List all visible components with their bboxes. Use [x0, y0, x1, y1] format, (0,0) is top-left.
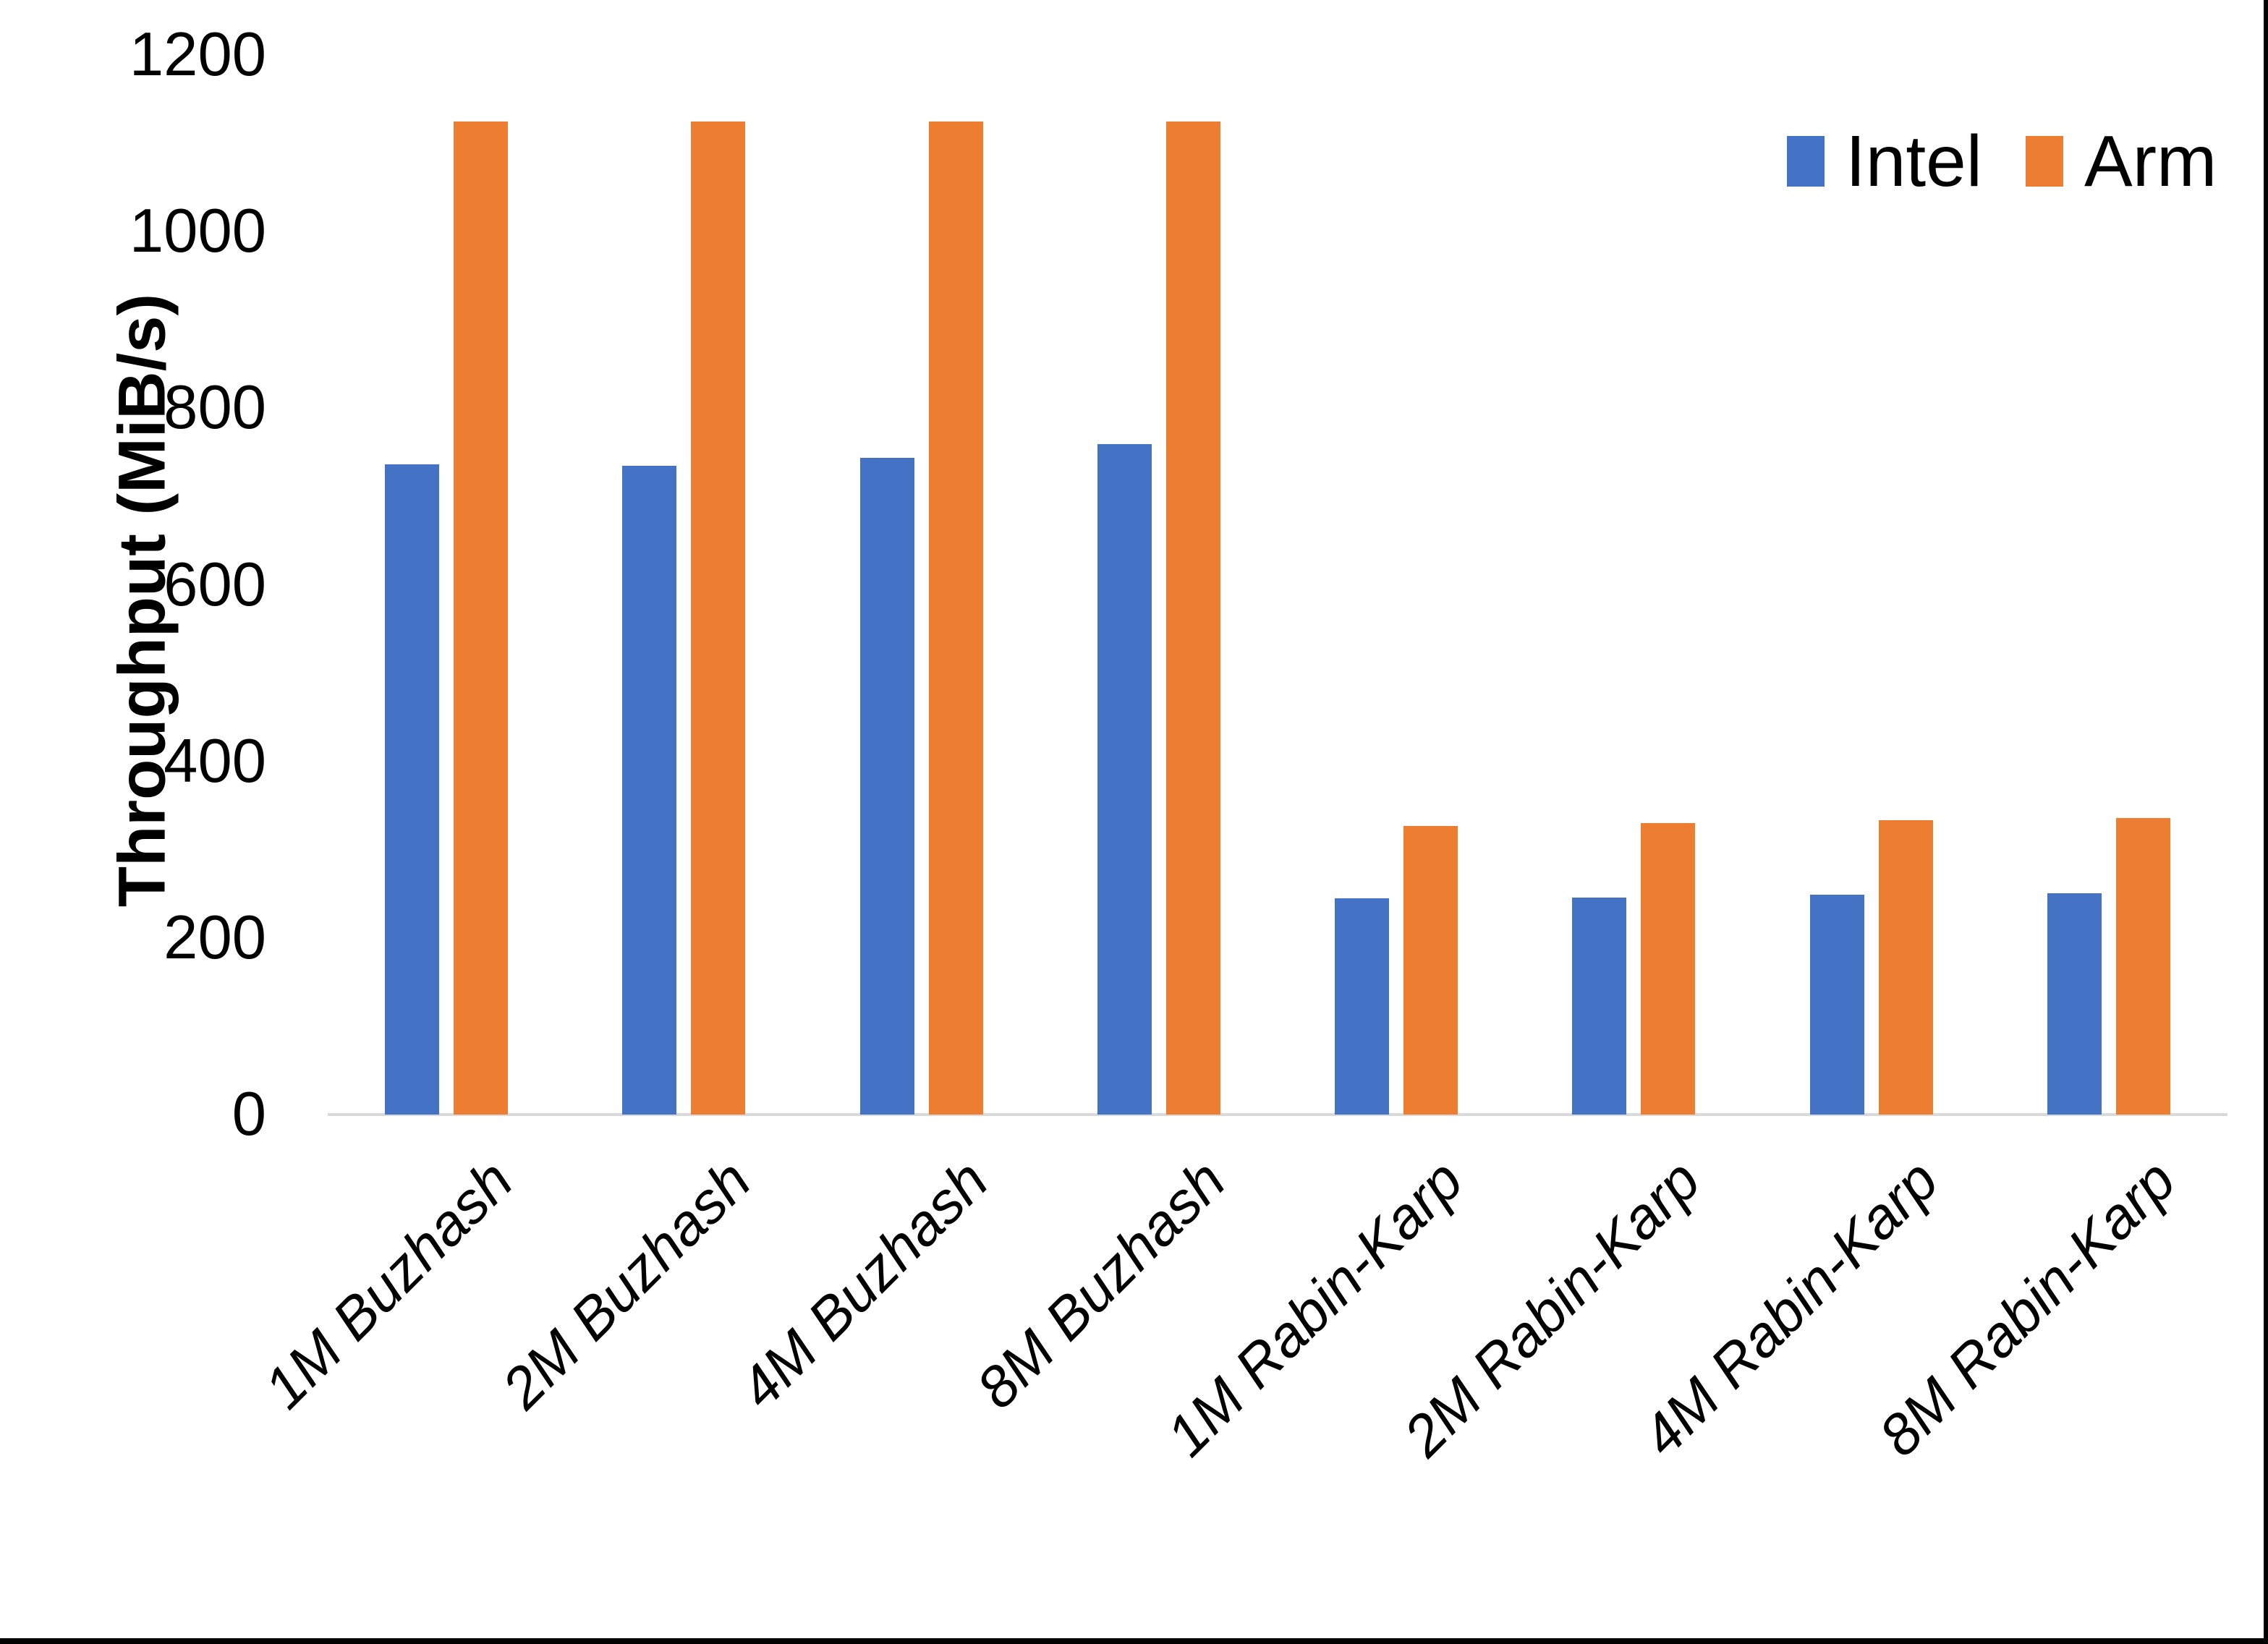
legend-label-arm: Arm [2084, 121, 2217, 202]
bar-arm-4m-buzhash [929, 122, 983, 1115]
bar-arm-1m-rabin-karp [1403, 826, 1458, 1115]
legend-swatch-intel [1787, 136, 1825, 187]
bar-intel-2m-rabin-karp [1572, 898, 1626, 1115]
y-tick-label-1000: 1000 [129, 197, 266, 266]
x-label-1m-buzhash: 1M Buzhash [252, 1147, 525, 1421]
bar-intel-2m-buzhash [622, 466, 676, 1115]
x-axis-line [328, 1113, 2227, 1116]
x-label-2m-buzhash: 2M Buzhash [489, 1147, 763, 1421]
page-border-bottom [0, 1638, 2268, 1644]
x-label-4m-buzhash: 4M Buzhash [726, 1147, 1001, 1421]
bar-intel-4m-buzhash [860, 458, 914, 1115]
y-tick-label-600: 600 [163, 550, 266, 619]
legend-item-intel: Intel [1787, 122, 1982, 201]
bar-arm-1m-buzhash [454, 122, 508, 1115]
bar-intel-8m-buzhash [1097, 444, 1152, 1115]
bar-arm-4m-rabin-karp [1879, 820, 1933, 1115]
bar-arm-2m-buzhash [691, 122, 745, 1115]
bar-intel-1m-buzhash [385, 464, 439, 1115]
y-tick-label-800: 800 [163, 373, 266, 443]
bar-intel-8m-rabin-karp [2047, 893, 2102, 1115]
bar-arm-8m-rabin-karp [2116, 818, 2170, 1115]
bar-intel-1m-rabin-karp [1335, 898, 1389, 1115]
legend: Intel Arm [1787, 122, 2217, 201]
bar-arm-2m-rabin-karp [1641, 823, 1695, 1115]
y-tick-label-200: 200 [163, 903, 266, 972]
legend-swatch-arm [2026, 136, 2064, 187]
legend-item-arm: Arm [2026, 122, 2217, 201]
y-tick-label-1200: 1200 [129, 20, 266, 89]
legend-label-intel: Intel [1846, 121, 1983, 202]
y-tick-label-400: 400 [163, 726, 266, 796]
page-border-right [2264, 0, 2268, 1644]
bar-arm-8m-buzhash [1166, 122, 1220, 1115]
bar-intel-4m-rabin-karp [1810, 895, 1864, 1115]
y-tick-label-0: 0 [232, 1080, 266, 1149]
